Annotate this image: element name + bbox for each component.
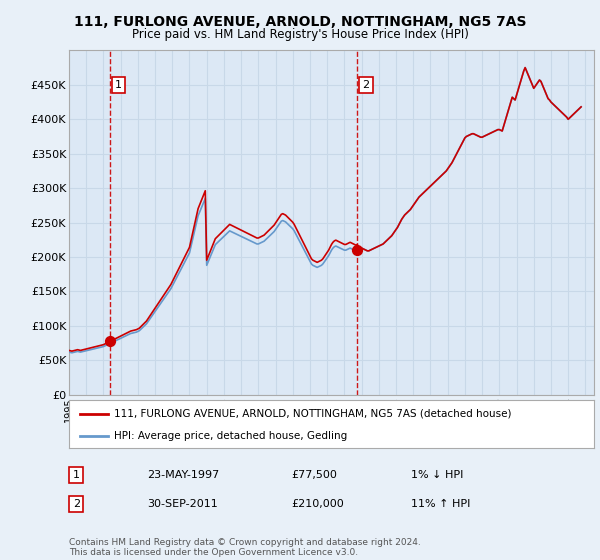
Text: HPI: Average price, detached house, Gedling: HPI: Average price, detached house, Gedl… bbox=[113, 431, 347, 441]
Text: Price paid vs. HM Land Registry's House Price Index (HPI): Price paid vs. HM Land Registry's House … bbox=[131, 28, 469, 41]
Text: 1: 1 bbox=[115, 80, 122, 90]
Text: 30-SEP-2011: 30-SEP-2011 bbox=[147, 499, 218, 509]
Text: £77,500: £77,500 bbox=[291, 470, 337, 480]
Text: 111, FURLONG AVENUE, ARNOLD, NOTTINGHAM, NG5 7AS: 111, FURLONG AVENUE, ARNOLD, NOTTINGHAM,… bbox=[74, 15, 526, 29]
Text: Contains HM Land Registry data © Crown copyright and database right 2024.
This d: Contains HM Land Registry data © Crown c… bbox=[69, 538, 421, 557]
Text: 1: 1 bbox=[73, 470, 80, 480]
Point bbox=[105, 337, 115, 346]
Point bbox=[353, 246, 362, 255]
Text: 2: 2 bbox=[362, 80, 370, 90]
Text: 23-MAY-1997: 23-MAY-1997 bbox=[147, 470, 219, 480]
Text: 2: 2 bbox=[73, 499, 80, 509]
Text: 1% ↓ HPI: 1% ↓ HPI bbox=[411, 470, 463, 480]
Text: 11% ↑ HPI: 11% ↑ HPI bbox=[411, 499, 470, 509]
Text: 111, FURLONG AVENUE, ARNOLD, NOTTINGHAM, NG5 7AS (detached house): 111, FURLONG AVENUE, ARNOLD, NOTTINGHAM,… bbox=[113, 409, 511, 419]
Text: £210,000: £210,000 bbox=[291, 499, 344, 509]
